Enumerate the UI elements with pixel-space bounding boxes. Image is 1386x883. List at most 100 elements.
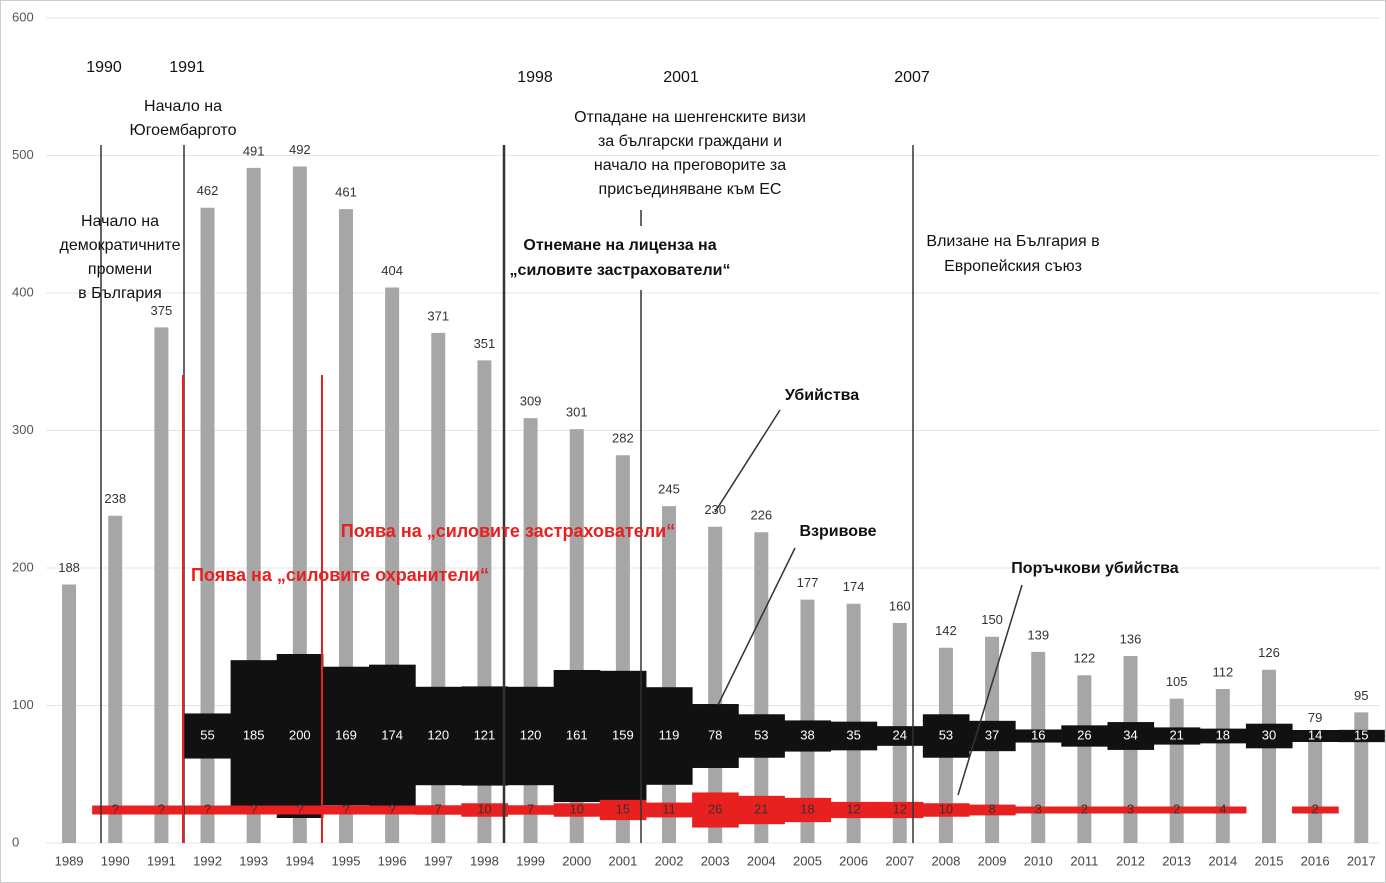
bar xyxy=(1031,651,1046,843)
band-label: 2 xyxy=(1312,801,1319,816)
y-tick-label: 400 xyxy=(12,284,34,299)
x-tick-label: 2014 xyxy=(1208,853,1237,868)
band-segment xyxy=(876,801,924,819)
band-segment xyxy=(645,687,693,785)
x-tick-label: 1990 xyxy=(101,853,130,868)
band-segment xyxy=(1015,729,1062,743)
bar-label: 371 xyxy=(427,308,449,323)
band-label: 7 xyxy=(435,801,442,816)
band-label: 15 xyxy=(1354,727,1368,742)
x-tick-label: 1992 xyxy=(193,853,222,868)
x-tick-label: 2006 xyxy=(839,853,868,868)
annotation: за български граждани и xyxy=(598,133,782,150)
bar-label: 404 xyxy=(381,263,403,278)
band-segment xyxy=(645,802,693,818)
y-tick-label: 100 xyxy=(12,697,34,712)
band-segment xyxy=(184,713,232,759)
band-label: 24 xyxy=(893,727,907,742)
band-label: 78 xyxy=(708,727,722,742)
band-segment xyxy=(784,720,832,752)
band-segment xyxy=(738,714,785,758)
bar-label: 142 xyxy=(935,623,957,638)
year-label: 1998 xyxy=(517,69,553,86)
year-label: 1990 xyxy=(86,59,122,76)
band-label: ? xyxy=(250,801,257,816)
y-tick-label: 300 xyxy=(12,422,34,437)
band-label: 37 xyxy=(985,727,999,742)
x-tick-label: 2009 xyxy=(978,853,1007,868)
x-tick-label: 1999 xyxy=(516,853,545,868)
band-segment xyxy=(1153,727,1201,745)
bar-label: 226 xyxy=(750,508,772,523)
band-label: 2 xyxy=(1173,801,1180,816)
band-segment xyxy=(876,726,924,746)
band-label: 11 xyxy=(662,801,676,816)
bar xyxy=(108,515,123,843)
annotation: Отнемане на лиценза на xyxy=(523,237,716,254)
series-label: Взривове xyxy=(799,523,876,540)
band-label: 12 xyxy=(893,801,907,816)
band-label: ? xyxy=(296,801,303,816)
band-segment xyxy=(553,803,601,817)
annotation: Югоембаргото xyxy=(130,122,237,139)
band-label: 119 xyxy=(659,727,680,742)
annotation: Отпадане на шенгенските визи xyxy=(574,109,806,126)
band-label: 10 xyxy=(939,801,953,816)
band-label: 161 xyxy=(566,727,588,742)
band-label: 30 xyxy=(1262,727,1276,742)
bar-label: 375 xyxy=(151,303,173,318)
band-segment xyxy=(415,686,462,786)
band-label: 53 xyxy=(939,727,953,742)
bar xyxy=(1077,675,1092,843)
x-tick-label: 2000 xyxy=(562,853,591,868)
band-segment xyxy=(369,664,416,808)
band-segment xyxy=(830,801,878,819)
band-segment xyxy=(1338,729,1385,743)
band-segment xyxy=(1107,806,1155,814)
band-segment xyxy=(92,805,139,815)
band-label: ? xyxy=(389,801,396,816)
x-tick-label: 2015 xyxy=(1255,853,1284,868)
x-tick-label: 2003 xyxy=(701,853,730,868)
band-segment xyxy=(738,795,785,825)
bar-label: 309 xyxy=(520,394,542,409)
x-tick-label: 1994 xyxy=(285,853,314,868)
band-segment xyxy=(1292,806,1339,814)
band-segment xyxy=(276,805,324,815)
annotation: Поява на „силовите охранители“ xyxy=(191,565,489,585)
bar-label: 238 xyxy=(104,491,126,506)
band-label: 18 xyxy=(1216,727,1230,742)
x-tick-label: 2013 xyxy=(1162,853,1191,868)
x-tick-label: 2001 xyxy=(608,853,637,868)
band-segment xyxy=(184,805,232,815)
x-tick-label: 2002 xyxy=(655,853,684,868)
band-label: 38 xyxy=(800,727,814,742)
annotation: Начало на xyxy=(144,98,222,115)
band-label: 21 xyxy=(1169,727,1183,742)
band-label: 10 xyxy=(477,801,491,816)
band-label: 26 xyxy=(1077,727,1091,742)
band-label: 174 xyxy=(381,727,403,742)
band-segment xyxy=(1292,730,1339,742)
bar xyxy=(1308,734,1323,843)
bar-label: 112 xyxy=(1212,664,1233,679)
year-label: 2007 xyxy=(894,69,930,86)
bar-label: 492 xyxy=(289,142,311,157)
band-label: 169 xyxy=(335,727,357,742)
band-segment xyxy=(138,805,185,815)
year-label: 2001 xyxy=(663,69,699,86)
bar xyxy=(662,506,677,843)
band-segment xyxy=(507,686,555,786)
bar-label: 160 xyxy=(889,598,911,613)
annotation: Влизане на България в xyxy=(926,233,1099,250)
bar-label: 230 xyxy=(704,502,726,517)
leader-line xyxy=(714,409,781,513)
x-tick-label: 2005 xyxy=(793,853,822,868)
band-segment xyxy=(692,704,739,768)
band-label: 12 xyxy=(846,801,860,816)
band-label: 15 xyxy=(616,801,630,816)
annotations xyxy=(100,145,1023,843)
bar-label: 462 xyxy=(197,183,219,198)
